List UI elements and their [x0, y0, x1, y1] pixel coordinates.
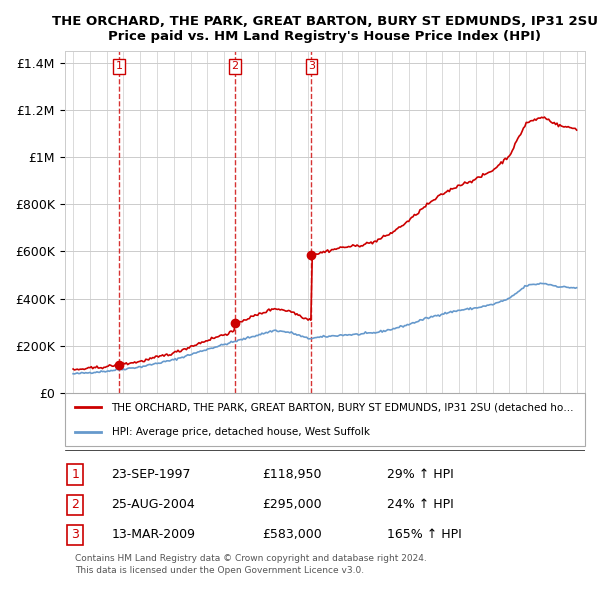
Text: 1: 1 [71, 468, 79, 481]
Text: 165% ↑ HPI: 165% ↑ HPI [387, 529, 462, 542]
Text: 2: 2 [71, 499, 79, 512]
Text: 23-SEP-1997: 23-SEP-1997 [112, 468, 191, 481]
Text: Contains HM Land Registry data © Crown copyright and database right 2024.: Contains HM Land Registry data © Crown c… [75, 553, 427, 562]
Text: 3: 3 [308, 61, 315, 71]
Text: This data is licensed under the Open Government Licence v3.0.: This data is licensed under the Open Gov… [75, 566, 364, 575]
Text: £583,000: £583,000 [262, 529, 322, 542]
Text: £118,950: £118,950 [262, 468, 322, 481]
Text: HPI: Average price, detached house, West Suffolk: HPI: Average price, detached house, West… [112, 427, 370, 437]
Text: 2: 2 [232, 61, 239, 71]
Text: 3: 3 [71, 529, 79, 542]
Text: 1: 1 [115, 61, 122, 71]
FancyBboxPatch shape [65, 393, 585, 446]
Text: THE ORCHARD, THE PARK, GREAT BARTON, BURY ST EDMUNDS, IP31 2SU (detached ho…: THE ORCHARD, THE PARK, GREAT BARTON, BUR… [112, 402, 574, 412]
Text: 29% ↑ HPI: 29% ↑ HPI [387, 468, 454, 481]
Title: THE ORCHARD, THE PARK, GREAT BARTON, BURY ST EDMUNDS, IP31 2SU
Price paid vs. HM: THE ORCHARD, THE PARK, GREAT BARTON, BUR… [52, 15, 598, 43]
Text: £295,000: £295,000 [262, 499, 322, 512]
Text: 24% ↑ HPI: 24% ↑ HPI [387, 499, 454, 512]
Text: 25-AUG-2004: 25-AUG-2004 [112, 499, 195, 512]
Text: 13-MAR-2009: 13-MAR-2009 [112, 529, 196, 542]
